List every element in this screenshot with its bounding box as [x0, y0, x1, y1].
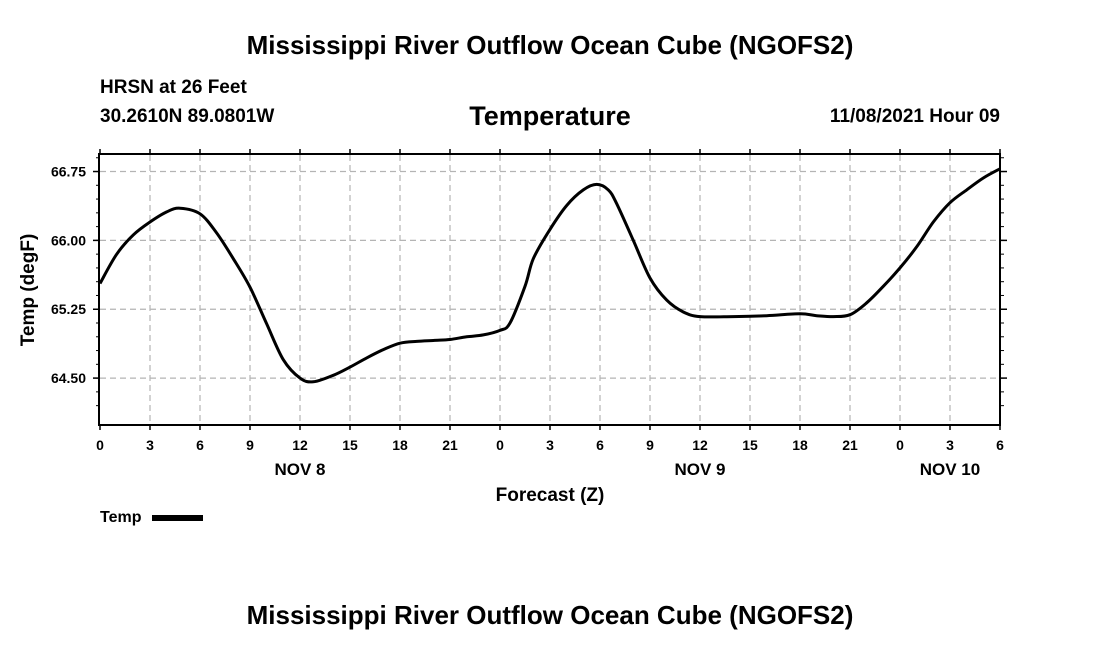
- legend-line-swatch: [152, 515, 204, 521]
- plot-frame: [98, 153, 1001, 426]
- x-tick-label: 9: [646, 437, 654, 453]
- x-tick-label: 21: [842, 437, 858, 453]
- x-tick-label: 12: [692, 437, 708, 453]
- station-coordinates: 30.2610N 89.0801W: [100, 106, 275, 127]
- y-tick-label: 65.25: [51, 301, 86, 317]
- date-label: NOV 9: [674, 460, 725, 479]
- x-tick-label: 6: [996, 437, 1004, 453]
- date-label: NOV 10: [920, 460, 980, 479]
- x-tick-label: 15: [742, 437, 758, 453]
- chart-variable-title: Temperature: [469, 101, 631, 131]
- forecast-run-time: 11/08/2021 Hour 09: [829, 106, 1000, 127]
- legend: Temp: [100, 509, 204, 527]
- x-axis-title: Forecast (Z): [496, 485, 605, 506]
- x-tick-label: 0: [96, 437, 104, 453]
- x-tick-label: 12: [292, 437, 308, 453]
- x-tick-label: 18: [392, 437, 408, 453]
- x-tick-label: 6: [196, 437, 204, 453]
- x-tick-label: 18: [792, 437, 808, 453]
- y-tick-label: 64.50: [51, 370, 86, 386]
- chart-main-title: Mississippi River Outflow Ocean Cube (NG…: [246, 30, 854, 60]
- footer-title: Mississippi River Outflow Ocean Cube (NG…: [246, 600, 854, 630]
- series-line-temp: [98, 167, 1001, 384]
- y-tick-label: 66.00: [51, 232, 86, 248]
- x-tick-label: 15: [342, 437, 358, 453]
- tick-labels: 0 3 6 9 12 15 18 21 0 3 6 9 12 15 18 21 0 3 6 64.50 65.25 66.…: [51, 164, 1004, 479]
- x-tick-label: 0: [496, 437, 504, 453]
- x-tick-label: 3: [946, 437, 954, 453]
- date-label: NOV 8: [274, 460, 325, 479]
- x-tick-label: 9: [246, 437, 254, 453]
- y-tick-label: 66.75: [51, 164, 86, 180]
- grid-lines: [100, 155, 1000, 424]
- x-tick-label: 0: [896, 437, 904, 453]
- legend-label: Temp: [100, 509, 142, 526]
- x-tick-label: 3: [546, 437, 554, 453]
- series-layer: [98, 167, 1001, 384]
- station-name: HRSN at 26 Feet: [100, 77, 247, 98]
- x-tick-label: 6: [596, 437, 604, 453]
- x-tick-label: 3: [146, 437, 154, 453]
- y-axis-title: Temp (degF): [18, 234, 39, 347]
- x-tick-label: 21: [442, 437, 458, 453]
